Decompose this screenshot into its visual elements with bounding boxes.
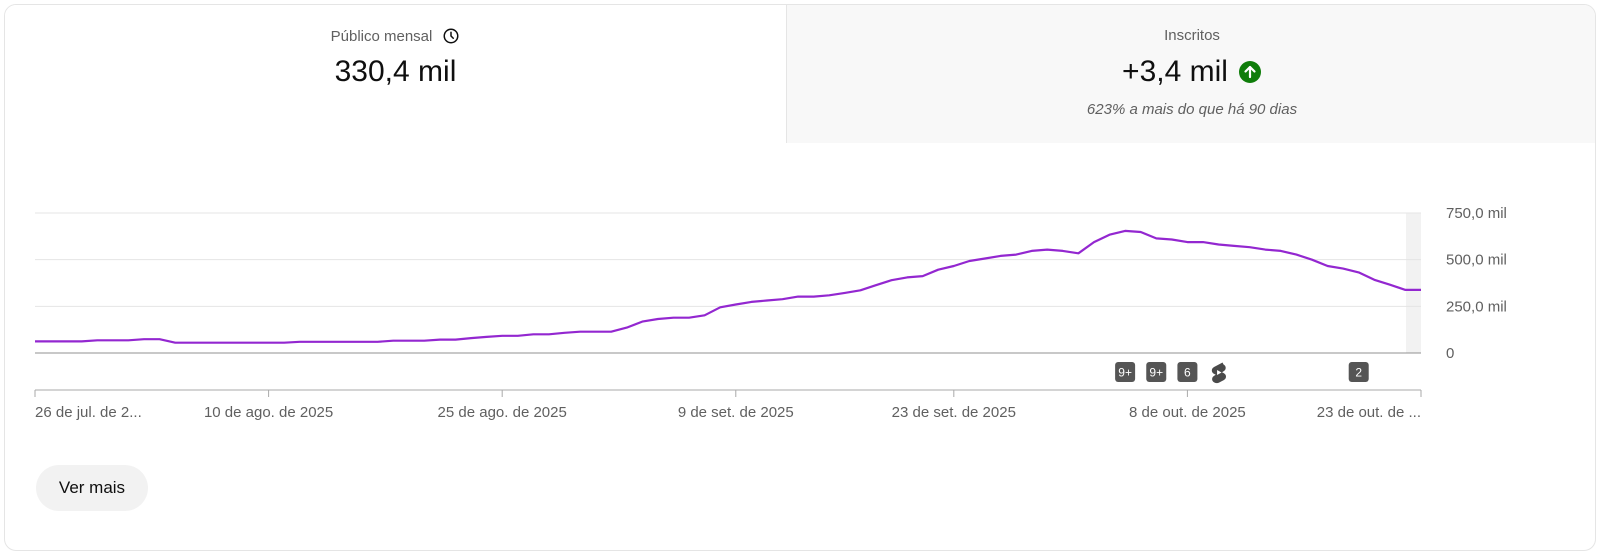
monthly-audience-value: 330,4 mil	[334, 55, 457, 88]
event-marker-label: 6	[1184, 366, 1191, 380]
arrow-up-icon	[1238, 61, 1261, 83]
event-marker-label: 9+	[1149, 366, 1163, 380]
shorts-play-glyph	[1217, 370, 1222, 375]
event-marker[interactable]	[1177, 362, 1198, 382]
x-tick-label: 23 de set. de 2025	[892, 404, 1016, 421]
y-tick-label: 250,0 mil	[1446, 298, 1507, 315]
y-tick-label: 750,0 mil	[1446, 205, 1507, 222]
tab-subscribers[interactable]: Inscritos +3,4 mil 623% a mais do que há…	[786, 5, 1595, 143]
monthly-audience-label: Público mensal	[330, 27, 433, 45]
clock-icon[interactable]	[442, 27, 460, 45]
event-marker[interactable]	[1348, 362, 1369, 382]
hover-band	[1406, 213, 1421, 353]
x-tick-label: 25 de ago. de 2025	[438, 404, 567, 421]
x-tick-label: 23 de out. de ...	[1317, 404, 1421, 421]
y-tick-label: 0	[1446, 345, 1454, 362]
series-line[interactable]	[35, 229, 1421, 344]
event-marker-label: 9+	[1118, 366, 1132, 380]
event-marker-label: 2	[1355, 366, 1362, 380]
subscribers-comparison: 623% a mais do que há 90 dias	[1086, 101, 1298, 118]
tab-monthly-audience[interactable]: Público mensal 330,4 mil	[5, 5, 786, 143]
event-marker[interactable]	[1115, 362, 1136, 382]
audience-line-chart[interactable]: 0 250,0 mil 500,0 mil 750,0 mil 26 de jul. d…	[5, 5, 1596, 551]
x-tick-label: 8 de out. de 2025	[1129, 404, 1246, 421]
audience-card: Público mensal 330,4 mil Inscritos +3,4 …	[4, 4, 1596, 551]
event-marker[interactable]	[1146, 362, 1167, 382]
x-tick-label: 9 de set. de 2025	[678, 404, 794, 421]
see-more-button[interactable]: Ver mais	[36, 465, 148, 511]
subscribers-value: +3,4 mil	[1122, 55, 1228, 88]
y-tick-label: 500,0 mil	[1446, 252, 1507, 269]
x-tick-label: 10 de ago. de 2025	[204, 404, 333, 421]
subscribers-label: Inscritos	[1164, 27, 1220, 44]
x-tick-label: 26 de jul. de 2...	[35, 404, 142, 421]
shorts-icon[interactable]	[1211, 362, 1227, 384]
